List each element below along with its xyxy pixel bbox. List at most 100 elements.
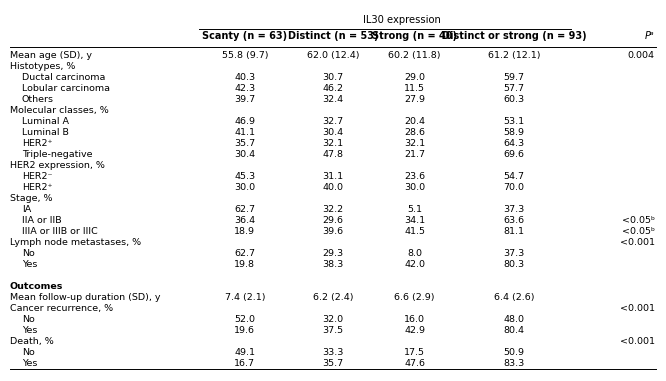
- Text: 61.2 (12.1): 61.2 (12.1): [488, 51, 540, 60]
- Text: 64.3: 64.3: [503, 139, 525, 148]
- Text: 17.5: 17.5: [404, 348, 425, 357]
- Text: 23.6: 23.6: [404, 172, 425, 181]
- Text: 42.3: 42.3: [234, 84, 256, 93]
- Text: 48.0: 48.0: [503, 315, 525, 324]
- Text: 7.4 (2.1): 7.4 (2.1): [224, 293, 265, 302]
- Text: IL30 expression: IL30 expression: [362, 15, 440, 25]
- Text: 27.9: 27.9: [404, 95, 425, 104]
- Text: 54.7: 54.7: [503, 172, 525, 181]
- Text: No: No: [22, 348, 35, 357]
- Text: 16.0: 16.0: [404, 315, 425, 324]
- Text: IIIA or IIIB or IIIC: IIIA or IIIB or IIIC: [22, 227, 97, 236]
- Text: 29.6: 29.6: [322, 216, 344, 225]
- Text: 37.5: 37.5: [322, 326, 344, 335]
- Text: HER2 expression, %: HER2 expression, %: [10, 161, 105, 170]
- Text: 62.7: 62.7: [234, 205, 255, 214]
- Text: 46.2: 46.2: [322, 84, 344, 93]
- Text: 31.1: 31.1: [322, 172, 344, 181]
- Text: 70.0: 70.0: [503, 183, 525, 192]
- Text: 80.4: 80.4: [503, 326, 525, 335]
- Text: 40.0: 40.0: [322, 183, 344, 192]
- Text: 45.3: 45.3: [234, 172, 256, 181]
- Text: 62.7: 62.7: [234, 249, 255, 258]
- Text: 39.7: 39.7: [234, 95, 256, 104]
- Text: 36.4: 36.4: [234, 216, 256, 225]
- Text: 32.4: 32.4: [322, 95, 344, 104]
- Text: 46.9: 46.9: [234, 117, 255, 126]
- Text: Outcomes: Outcomes: [10, 282, 63, 291]
- Text: <0.05ᵇ: <0.05ᵇ: [622, 216, 655, 225]
- Text: No: No: [22, 249, 35, 258]
- Text: 47.6: 47.6: [404, 359, 425, 368]
- Text: 29.3: 29.3: [322, 249, 344, 258]
- Text: 32.2: 32.2: [322, 205, 344, 214]
- Text: Molecular classes, %: Molecular classes, %: [10, 106, 109, 115]
- Text: 6.6 (2.9): 6.6 (2.9): [394, 293, 435, 302]
- Text: 57.7: 57.7: [503, 84, 525, 93]
- Text: 18.9: 18.9: [234, 227, 255, 236]
- Text: 0.004: 0.004: [628, 51, 655, 60]
- Text: 69.6: 69.6: [503, 150, 525, 159]
- Text: Ductal carcinoma: Ductal carcinoma: [22, 73, 105, 82]
- Text: Stage, %: Stage, %: [10, 194, 53, 203]
- Text: 29.0: 29.0: [404, 73, 425, 82]
- Text: 20.4: 20.4: [404, 117, 425, 126]
- Text: 30.7: 30.7: [322, 73, 344, 82]
- Text: Death, %: Death, %: [10, 337, 54, 346]
- Text: Histotypes, %: Histotypes, %: [10, 62, 75, 71]
- Text: HER2⁻: HER2⁻: [22, 172, 52, 181]
- Text: 50.9: 50.9: [503, 348, 525, 357]
- Text: 6.4 (2.6): 6.4 (2.6): [494, 293, 534, 302]
- Text: 39.6: 39.6: [322, 227, 344, 236]
- Text: Distinct (n = 53): Distinct (n = 53): [288, 31, 378, 41]
- Text: 60.2 (11.8): 60.2 (11.8): [388, 51, 441, 60]
- Text: Mean follow-up duration (SD), y: Mean follow-up duration (SD), y: [10, 293, 161, 302]
- Text: 49.1: 49.1: [234, 348, 255, 357]
- Text: Yes: Yes: [22, 359, 37, 368]
- Text: 42.0: 42.0: [404, 260, 425, 269]
- Text: Lymph node metastases, %: Lymph node metastases, %: [10, 238, 141, 247]
- Text: 30.4: 30.4: [234, 150, 256, 159]
- Text: Luminal A: Luminal A: [22, 117, 69, 126]
- Text: 32.1: 32.1: [404, 139, 425, 148]
- Text: Others: Others: [22, 95, 54, 104]
- Text: 80.3: 80.3: [503, 260, 525, 269]
- Text: 81.1: 81.1: [503, 227, 525, 236]
- Text: 19.8: 19.8: [234, 260, 255, 269]
- Text: 55.8 (9.7): 55.8 (9.7): [222, 51, 268, 60]
- Text: 41.5: 41.5: [404, 227, 425, 236]
- Text: 32.0: 32.0: [322, 315, 344, 324]
- Text: 40.3: 40.3: [234, 73, 256, 82]
- Text: 62.0 (12.4): 62.0 (12.4): [307, 51, 359, 60]
- Text: Mean age (SD), y: Mean age (SD), y: [10, 51, 92, 60]
- Text: 33.3: 33.3: [322, 348, 344, 357]
- Text: 32.1: 32.1: [322, 139, 344, 148]
- Text: 60.3: 60.3: [503, 95, 525, 104]
- Text: 34.1: 34.1: [404, 216, 425, 225]
- Text: 47.8: 47.8: [322, 150, 344, 159]
- Text: 83.3: 83.3: [503, 359, 525, 368]
- Text: Yes: Yes: [22, 326, 37, 335]
- Text: 42.9: 42.9: [404, 326, 425, 335]
- Text: 8.0: 8.0: [407, 249, 422, 258]
- Text: Luminal B: Luminal B: [22, 128, 69, 137]
- Text: 16.7: 16.7: [234, 359, 255, 368]
- Text: 28.6: 28.6: [404, 128, 425, 137]
- Text: 21.7: 21.7: [404, 150, 425, 159]
- Text: 5.1: 5.1: [407, 205, 422, 214]
- Text: No: No: [22, 315, 35, 324]
- Text: Cancer recurrence, %: Cancer recurrence, %: [10, 304, 113, 313]
- Text: 11.5: 11.5: [404, 84, 425, 93]
- Text: 38.3: 38.3: [322, 260, 344, 269]
- Text: <0.001: <0.001: [620, 304, 655, 313]
- Text: 30.0: 30.0: [234, 183, 256, 192]
- Text: <0.001: <0.001: [620, 238, 655, 247]
- Text: Yes: Yes: [22, 260, 37, 269]
- Text: <0.05ᵇ: <0.05ᵇ: [622, 227, 655, 236]
- Text: Distinct or strong (n = 93): Distinct or strong (n = 93): [442, 31, 587, 41]
- Text: Scanty (n = 63): Scanty (n = 63): [202, 31, 288, 41]
- Text: 58.9: 58.9: [503, 128, 525, 137]
- Text: <0.001: <0.001: [620, 337, 655, 346]
- Text: 35.7: 35.7: [322, 359, 344, 368]
- Text: 41.1: 41.1: [234, 128, 255, 137]
